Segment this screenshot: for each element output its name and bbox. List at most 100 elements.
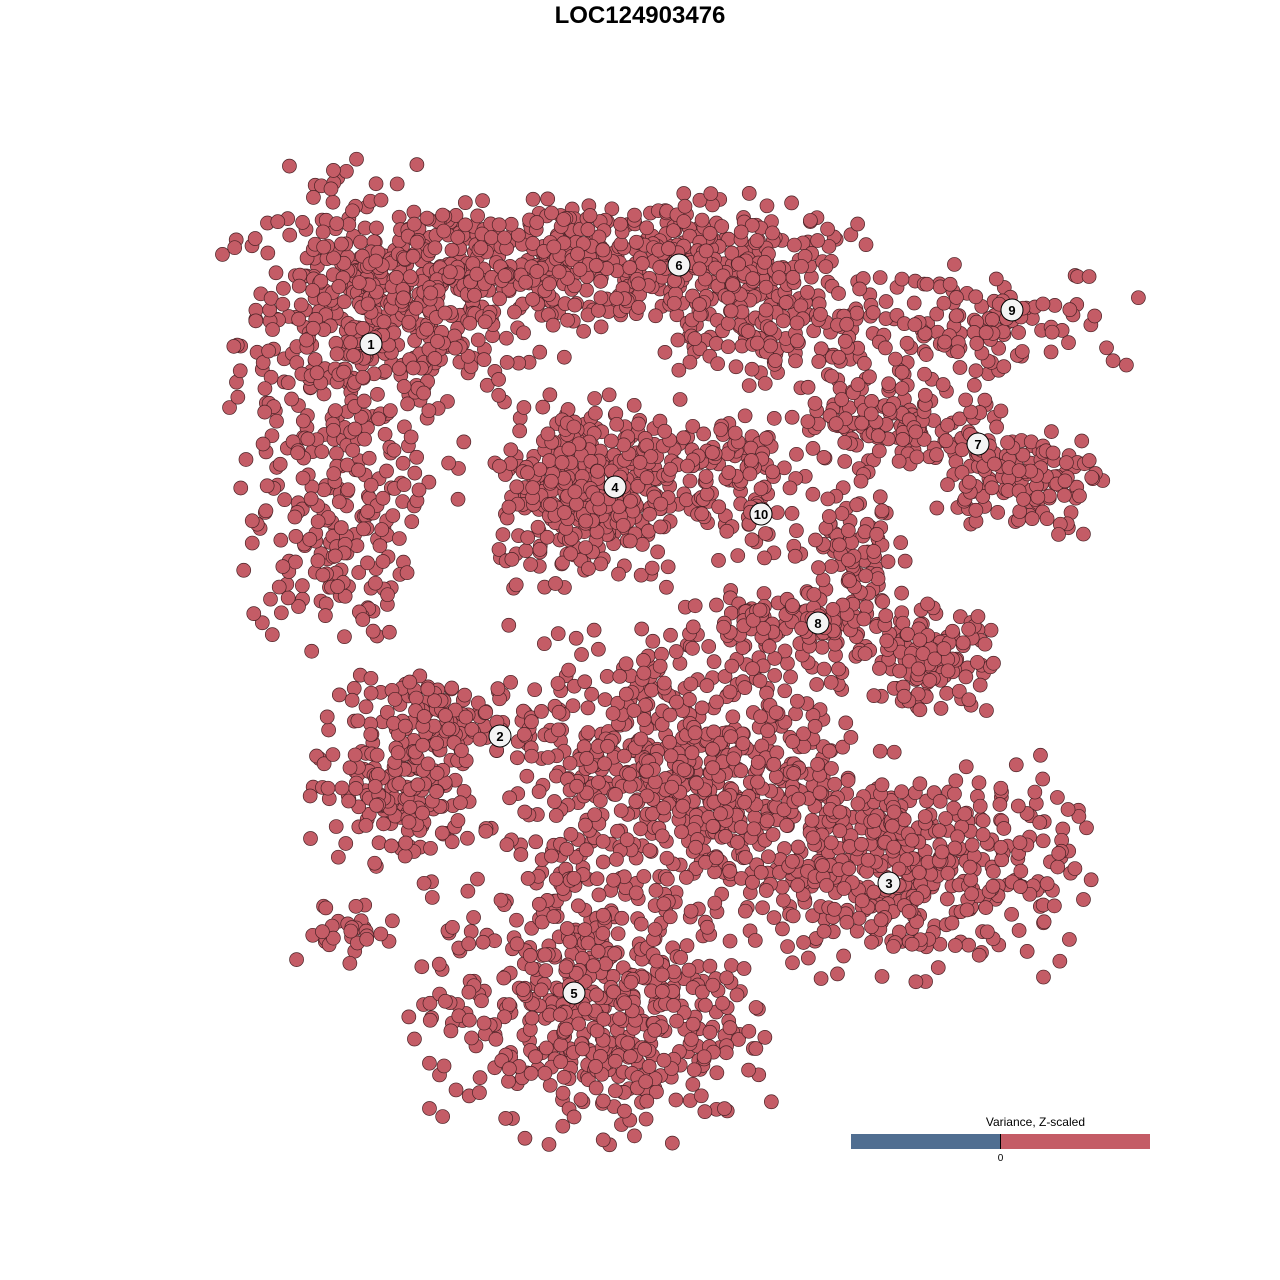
cell-point-cluster-4 — [593, 556, 609, 572]
cell-point-cluster-1 — [389, 270, 404, 285]
cell-point-cluster-10 — [616, 437, 631, 453]
cell-point-cluster-9 — [789, 315, 805, 331]
cell-point-cluster-3 — [1013, 863, 1029, 879]
cell-point-cluster-8 — [716, 619, 731, 635]
cell-point-cluster-5 — [767, 668, 783, 683]
cell-point-cluster-8 — [972, 677, 988, 693]
cell-point-cluster-5 — [422, 995, 438, 1011]
cell-point-cluster-5 — [502, 1061, 517, 1077]
cell-point-cluster-7 — [968, 502, 984, 518]
cell-point-cluster-4 — [626, 397, 642, 413]
cell-point-cluster-5 — [750, 754, 766, 770]
cell-point-cluster-6 — [687, 331, 703, 346]
cell-point-cluster-6 — [518, 274, 534, 290]
cell-point-cluster-2 — [390, 745, 406, 761]
cell-point-cluster-1 — [300, 431, 316, 447]
cell-point-cluster-5 — [524, 748, 539, 764]
cell-point-cluster-1 — [376, 314, 392, 330]
cell-point-cluster-5 — [736, 961, 752, 976]
cell-point-cluster-5 — [685, 1016, 701, 1032]
cell-point-cluster-10 — [699, 486, 715, 502]
cell-point-cluster-4 — [601, 387, 617, 403]
cell-point-cluster-6 — [572, 262, 588, 277]
cell-point-cluster-5 — [684, 745, 700, 761]
cell-point-cluster-8 — [945, 623, 960, 639]
cell-point-cluster-5 — [766, 756, 782, 772]
cell-point-cluster-1 — [462, 315, 478, 331]
cell-point-cluster-4 — [542, 387, 558, 403]
cell-point-cluster-5 — [599, 669, 615, 684]
cell-point-cluster-5 — [577, 674, 593, 690]
cell-point-cluster-1 — [215, 247, 230, 262]
cell-point-cluster-1 — [593, 319, 609, 335]
cell-point-cluster-8 — [893, 535, 909, 551]
cell-point-cluster-1 — [371, 411, 386, 427]
cell-point-cluster-1 — [257, 404, 273, 420]
cell-point-cluster-8 — [866, 688, 882, 703]
cell-point-cluster-5 — [472, 1070, 488, 1086]
cell-point-cluster-6 — [497, 230, 512, 246]
cell-point-cluster-8 — [761, 639, 777, 654]
cell-point-cluster-5 — [759, 685, 774, 701]
cell-point-cluster-1 — [272, 456, 288, 472]
cell-point-cluster-2 — [420, 681, 436, 697]
cell-point-cluster-7 — [837, 454, 853, 469]
cell-point-cluster-5 — [804, 812, 820, 828]
cell-point-cluster-3 — [785, 908, 801, 924]
cell-point-cluster-5 — [741, 1023, 757, 1039]
cell-point-cluster-5 — [693, 1088, 709, 1104]
cell-point-cluster-6 — [692, 261, 707, 277]
cell-point-cluster-1 — [263, 591, 278, 607]
cell-point-cluster-7 — [984, 480, 1000, 496]
cell-point-cluster-6 — [692, 297, 707, 312]
cell-point-cluster-1 — [491, 372, 506, 387]
cell-point-cluster-4 — [555, 555, 570, 571]
cell-point-cluster-5 — [544, 848, 559, 864]
cell-point-cluster-1 — [316, 239, 332, 255]
cell-point-cluster-9 — [906, 295, 922, 311]
cell-point-cluster-8 — [814, 639, 830, 655]
cell-point-cluster-6 — [542, 276, 557, 292]
cell-point-cluster-3 — [1050, 859, 1066, 875]
cell-point-cluster-5 — [595, 854, 611, 870]
cell-point-cluster-8 — [869, 527, 885, 542]
cell-point-cluster-5 — [874, 777, 890, 793]
cell-point-cluster-8 — [879, 633, 895, 649]
cell-point-cluster-1 — [399, 565, 415, 581]
cluster-label-text: 1 — [367, 337, 374, 352]
cell-point-cluster-6 — [720, 339, 736, 355]
cell-point-cluster-3 — [891, 861, 907, 877]
cell-point-cluster-1 — [282, 158, 297, 174]
cell-point-cluster-5 — [584, 686, 599, 702]
cell-point-cluster-3 — [938, 811, 953, 826]
cell-point-cluster-9 — [919, 276, 935, 292]
cell-point-cluster-5 — [790, 877, 806, 893]
cell-point-cluster-3 — [1013, 879, 1028, 894]
cell-point-cluster-1 — [373, 192, 389, 208]
cell-point-cluster-2 — [441, 721, 457, 737]
cell-point-cluster-5 — [638, 1111, 654, 1127]
cell-point-cluster-5 — [422, 1012, 438, 1028]
cell-point-cluster-5 — [463, 924, 479, 939]
cell-point-cluster-5 — [737, 903, 753, 919]
cell-point-cluster-10 — [721, 465, 737, 480]
cell-point-cluster-5 — [476, 1015, 492, 1031]
cell-point-cluster-6 — [442, 264, 458, 280]
cell-point-cluster-5 — [570, 898, 586, 914]
cell-point-cluster-5 — [689, 775, 704, 791]
cell-point-cluster-5 — [592, 793, 608, 809]
cell-point-cluster-1 — [444, 242, 460, 258]
cell-point-cluster-7 — [929, 500, 945, 516]
cell-point-cluster-5 — [461, 984, 477, 1000]
cell-point-cluster-1 — [475, 193, 490, 208]
cell-point-cluster-4 — [512, 423, 528, 439]
cell-point-cluster-5 — [810, 757, 825, 772]
cell-point-cluster-3 — [917, 809, 933, 824]
cell-point-cluster-5 — [656, 1052, 672, 1068]
cell-point-cluster-5 — [706, 654, 722, 669]
cell-point-cluster-1 — [499, 330, 514, 346]
cell-point-cluster-5 — [531, 896, 547, 912]
cell-point-cluster-5 — [612, 669, 628, 684]
cell-point-cluster-6 — [473, 240, 489, 256]
legend-low-segment — [851, 1134, 1001, 1149]
